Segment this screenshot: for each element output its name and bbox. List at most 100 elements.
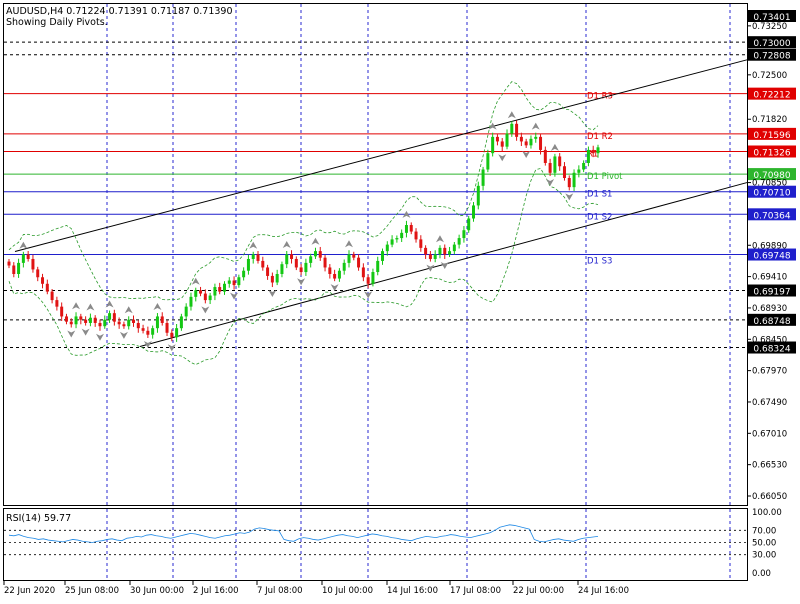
fractal-up-arrow xyxy=(550,143,559,151)
top-price-badge xyxy=(748,10,796,22)
pivot-price-badge-text: 0.70710 xyxy=(753,189,790,199)
candle-body xyxy=(333,273,337,279)
candle-body xyxy=(582,162,586,170)
fractal-down-arrow xyxy=(330,284,339,292)
level-price-badge xyxy=(748,313,796,326)
candle-body xyxy=(366,277,370,284)
x-tick-label: 14 Jul 16:00 xyxy=(387,586,438,596)
candle-body xyxy=(414,231,418,240)
candle-body xyxy=(328,267,332,274)
candle-body xyxy=(591,149,595,154)
candle-body xyxy=(381,251,385,261)
candle-body xyxy=(151,328,155,335)
candle-body xyxy=(596,147,600,154)
candle-body xyxy=(222,283,226,292)
candle-body xyxy=(290,254,294,259)
candle-body xyxy=(400,232,404,239)
candle-body xyxy=(486,153,490,170)
x-tick-label: 17 Jul 08:00 xyxy=(450,586,501,596)
fractal-up-arrow xyxy=(124,306,133,314)
candle-body xyxy=(189,296,193,307)
band-upper xyxy=(8,81,599,301)
pivot-price-badge xyxy=(748,127,796,140)
pivot-price-badge xyxy=(748,87,796,100)
candle-body xyxy=(313,251,317,257)
y-tick-label: 0.66530 xyxy=(752,461,787,471)
pivot-price-badge-text: 0.70980 xyxy=(753,171,790,181)
candle-body xyxy=(64,316,68,322)
rsi-tick-label: 70.00 xyxy=(752,526,776,536)
candle-body xyxy=(84,319,88,323)
pivot-label: D1 R2 xyxy=(587,132,613,142)
level-price-badge-text: 0.73000 xyxy=(753,39,790,49)
candle-body xyxy=(36,269,40,278)
y-tick-label: 0.70850 xyxy=(752,179,787,189)
rsi-tick-label: 30.00 xyxy=(752,551,776,561)
level-price-badge-text: 0.68748 xyxy=(753,317,790,327)
candle-body xyxy=(60,306,64,317)
pivot-price-badge xyxy=(748,168,796,181)
y-tick-label: 0.69410 xyxy=(752,273,787,283)
candle-body xyxy=(31,258,35,270)
x-tick-label: 30 Jun 00:00 xyxy=(130,586,184,596)
candle-body xyxy=(491,136,495,154)
candle-body xyxy=(160,316,164,323)
candle-body xyxy=(132,319,136,323)
pivot-price-badge-text: 0.71596 xyxy=(753,131,790,141)
y-tick-label: 0.71820 xyxy=(752,115,787,125)
candle-body xyxy=(199,290,203,294)
candle-body xyxy=(294,258,298,268)
fractal-down-arrow xyxy=(565,193,574,201)
y-tick-label: 0.67010 xyxy=(752,429,787,439)
candle-body xyxy=(184,306,188,317)
candle-body xyxy=(481,169,485,186)
candle-body xyxy=(548,162,552,173)
candle-body xyxy=(170,332,174,338)
fractal-down-arrow xyxy=(119,331,128,339)
candle-body xyxy=(361,267,365,278)
chart-header-subtitle: Showing Daily Pivots. xyxy=(6,17,108,28)
candle-body xyxy=(232,280,236,286)
candle-body xyxy=(543,149,547,163)
chart-header-symbol: AUDUSD,H4 0.71224 0.71391 0.71187 0.7139… xyxy=(6,6,233,17)
candle-body xyxy=(577,169,581,173)
candle-body xyxy=(266,267,270,276)
candle-body xyxy=(357,257,361,268)
candle-body xyxy=(12,265,16,274)
pivot-label: D1 S2 xyxy=(587,212,612,222)
candle-body xyxy=(534,136,538,139)
rsi-tick-label: 0.00 xyxy=(752,569,771,579)
fractal-down-arrow xyxy=(498,154,507,162)
fractal-up-arrow xyxy=(249,241,258,249)
candle-body xyxy=(155,316,159,329)
level-price-badge xyxy=(748,284,796,297)
rsi-plot-frame xyxy=(3,508,748,581)
candle-body xyxy=(256,254,260,261)
candle-body xyxy=(352,254,356,258)
candle-body xyxy=(242,270,246,278)
fractal-up-arrow xyxy=(344,240,353,248)
pivot-label: R1 xyxy=(587,149,598,159)
fractal-up-arrow xyxy=(282,241,291,249)
candle-body xyxy=(510,123,514,134)
candle-body xyxy=(452,244,456,252)
pivot-label: D1 S1 xyxy=(587,190,612,200)
band-lower xyxy=(8,167,599,366)
candle-body xyxy=(462,230,466,239)
fractal-down-arrow xyxy=(546,179,555,187)
fractal-down-arrow xyxy=(426,264,435,272)
y-tick-label: 0.67970 xyxy=(752,367,787,377)
y-tick-label: 0.68930 xyxy=(752,304,787,314)
candle-body xyxy=(309,256,313,263)
candle-body xyxy=(505,133,509,147)
rsi-line xyxy=(8,524,599,543)
candle-body xyxy=(41,277,45,284)
candle-body xyxy=(74,316,78,325)
candle-body xyxy=(69,321,73,325)
candle-body xyxy=(539,136,543,150)
candle-body xyxy=(122,324,126,327)
candle-body xyxy=(586,149,590,163)
candle-body xyxy=(404,225,408,233)
candle-body xyxy=(203,293,207,301)
